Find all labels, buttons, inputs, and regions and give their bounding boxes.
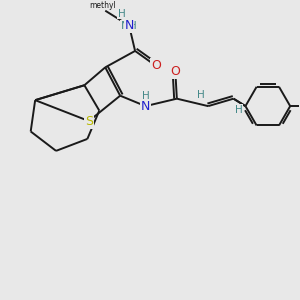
Text: H: H	[118, 9, 125, 19]
Text: S: S	[85, 115, 93, 128]
Text: N: N	[124, 19, 134, 32]
Text: H: H	[235, 105, 243, 115]
Text: H: H	[142, 91, 149, 101]
Text: N: N	[141, 100, 150, 112]
Text: O: O	[170, 65, 180, 78]
Text: methyl: methyl	[89, 1, 116, 10]
Text: O: O	[151, 59, 161, 72]
Text: NH: NH	[121, 21, 137, 31]
Text: H: H	[197, 90, 205, 100]
